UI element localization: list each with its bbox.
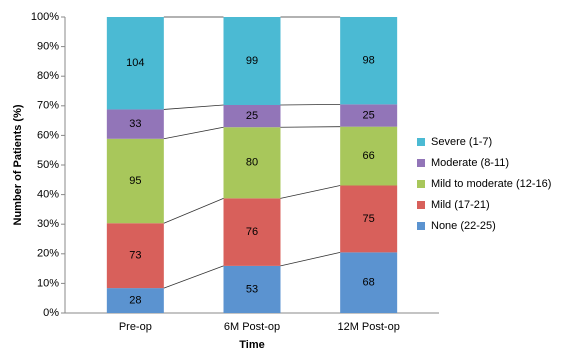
bar-segment (106, 288, 164, 313)
x-tick-label: Pre-op (119, 321, 152, 333)
series-line (280, 251, 341, 267)
bar-segment (223, 265, 281, 313)
bar-segment (106, 223, 164, 289)
data-label: 75 (363, 213, 375, 225)
series-line (163, 126, 224, 140)
legend-label: Mild to moderate (12-16) (431, 178, 551, 190)
data-label: 99 (246, 55, 258, 67)
bar-segment (340, 126, 398, 186)
data-label: 25 (246, 110, 258, 122)
legend-label: Mild (17-21) (431, 199, 490, 211)
series-line (163, 265, 224, 289)
legend-label: Moderate (8-11) (431, 157, 509, 169)
x-tick-label: 6M Post-op (224, 321, 280, 333)
data-label: 95 (129, 175, 141, 187)
data-label: 68 (363, 277, 375, 289)
y-tick-label: 20% (37, 248, 59, 260)
legend-label: None (22-25) (431, 220, 496, 232)
series-line (280, 185, 341, 199)
legend-swatch (417, 159, 425, 167)
legend-swatch (417, 222, 425, 230)
data-label: 104 (126, 57, 144, 69)
data-label: 53 (246, 283, 258, 295)
data-label: 73 (129, 250, 141, 262)
bar-segment (223, 127, 281, 199)
y-tick-label: 10% (37, 277, 59, 289)
y-tick-label: 100% (31, 11, 59, 23)
y-tick-label: 90% (37, 41, 59, 53)
y-tick-label: 70% (37, 100, 59, 112)
bar-segment (223, 105, 281, 128)
data-label: 66 (363, 150, 375, 162)
bar-segment (106, 109, 164, 139)
series-line (280, 126, 341, 128)
x-tick-label: 12M Post-op (337, 321, 399, 333)
series-line (163, 104, 224, 110)
series-line (280, 103, 341, 106)
x-axis-title: Time (239, 339, 264, 351)
data-label: 33 (129, 118, 141, 130)
bar-segment (340, 17, 398, 105)
bar-segment (106, 17, 164, 110)
bar-segment (223, 198, 281, 266)
data-label: 80 (246, 157, 258, 169)
y-tick-label: 50% (37, 159, 59, 171)
y-tick-label: 40% (37, 189, 59, 201)
y-tick-label: 80% (37, 70, 59, 82)
legend-label: Severe (1-7) (431, 136, 492, 148)
bar-segment (340, 104, 398, 127)
y-tick-label: 0% (43, 307, 59, 319)
legend-swatch (417, 138, 425, 146)
data-label: 28 (129, 294, 141, 306)
y-tick-label: 30% (37, 218, 59, 230)
data-label: 25 (363, 109, 375, 121)
bar-segment (223, 17, 281, 105)
legend-swatch (417, 201, 425, 209)
bar-segment (340, 185, 398, 253)
bar-segment (340, 252, 398, 313)
bar-segment (106, 138, 164, 224)
data-label: 98 (363, 55, 375, 67)
legend-swatch (417, 180, 425, 188)
y-tick-label: 60% (37, 129, 59, 141)
y-axis-title: Number of Patients (%) (12, 104, 24, 225)
series-line (163, 197, 224, 224)
data-label: 76 (246, 226, 258, 238)
